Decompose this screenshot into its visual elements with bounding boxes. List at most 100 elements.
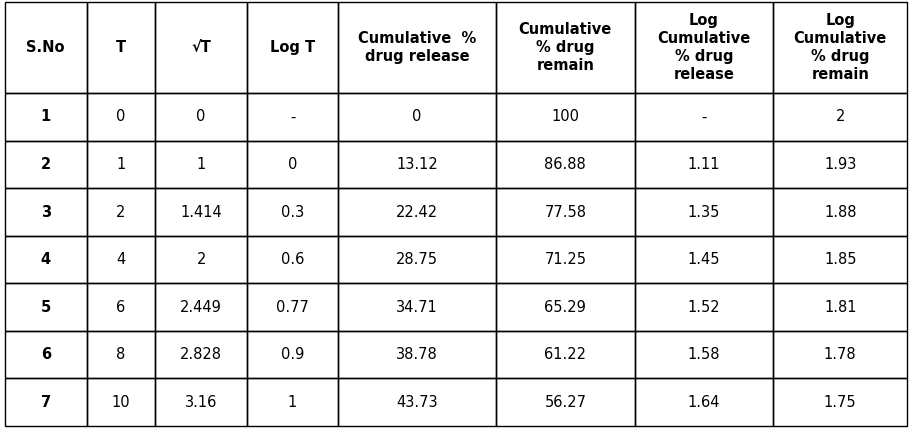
- Text: -: -: [701, 110, 706, 125]
- Text: 1: 1: [197, 157, 206, 172]
- Bar: [87, 2, 155, 93]
- Bar: [5, 2, 87, 93]
- Bar: [87, 93, 155, 141]
- Text: 2: 2: [116, 205, 126, 220]
- Bar: [5, 141, 87, 188]
- Text: 2.828: 2.828: [180, 347, 222, 362]
- Text: 13.12: 13.12: [395, 157, 437, 172]
- Bar: [155, 93, 247, 141]
- Bar: [496, 236, 634, 283]
- Bar: [634, 188, 773, 236]
- Bar: [5, 188, 87, 236]
- Bar: [5, 331, 87, 378]
- Text: 1.11: 1.11: [687, 157, 720, 172]
- Text: 6: 6: [41, 347, 51, 362]
- Text: 7: 7: [41, 395, 51, 410]
- Bar: [247, 2, 337, 93]
- Text: 0.9: 0.9: [281, 347, 304, 362]
- Text: 1: 1: [117, 157, 126, 172]
- Text: 56.27: 56.27: [544, 395, 586, 410]
- Text: 0: 0: [196, 110, 206, 125]
- Bar: [247, 331, 337, 378]
- Bar: [155, 188, 247, 236]
- Text: 1.45: 1.45: [687, 252, 720, 267]
- Text: 1.58: 1.58: [687, 347, 720, 362]
- Bar: [773, 2, 906, 93]
- Bar: [87, 236, 155, 283]
- Bar: [5, 93, 87, 141]
- Text: 1.75: 1.75: [823, 395, 855, 410]
- Bar: [634, 141, 773, 188]
- Text: 65.29: 65.29: [544, 300, 586, 315]
- Text: 71.25: 71.25: [544, 252, 586, 267]
- Bar: [5, 236, 87, 283]
- Bar: [496, 188, 634, 236]
- Text: 8: 8: [117, 347, 126, 362]
- Text: 0.3: 0.3: [281, 205, 303, 220]
- Text: T: T: [116, 40, 126, 55]
- Bar: [496, 2, 634, 93]
- Bar: [634, 236, 773, 283]
- Bar: [496, 141, 634, 188]
- Text: 0: 0: [288, 157, 297, 172]
- Text: 0: 0: [412, 110, 421, 125]
- Text: 86.88: 86.88: [544, 157, 586, 172]
- Bar: [337, 141, 496, 188]
- Text: 1.52: 1.52: [687, 300, 720, 315]
- Bar: [337, 236, 496, 283]
- Text: 2.449: 2.449: [180, 300, 222, 315]
- Bar: [337, 188, 496, 236]
- Bar: [496, 331, 634, 378]
- Text: √T: √T: [191, 40, 210, 55]
- Text: 3: 3: [41, 205, 51, 220]
- Bar: [773, 188, 906, 236]
- Text: 6: 6: [117, 300, 126, 315]
- Bar: [337, 93, 496, 141]
- Text: 5: 5: [40, 300, 51, 315]
- Bar: [337, 331, 496, 378]
- Bar: [247, 141, 337, 188]
- Text: 0.6: 0.6: [281, 252, 304, 267]
- Text: 1.85: 1.85: [823, 252, 855, 267]
- Text: 1.414: 1.414: [180, 205, 221, 220]
- Text: Log
Cumulative
% drug
remain: Log Cumulative % drug remain: [793, 13, 885, 82]
- Text: 22.42: 22.42: [395, 205, 437, 220]
- Text: -: -: [290, 110, 295, 125]
- Bar: [247, 378, 337, 426]
- Text: 100: 100: [551, 110, 578, 125]
- Text: 2: 2: [41, 157, 51, 172]
- Bar: [247, 283, 337, 331]
- Bar: [87, 283, 155, 331]
- Bar: [5, 378, 87, 426]
- Text: 1.64: 1.64: [687, 395, 720, 410]
- Bar: [5, 283, 87, 331]
- Text: 2: 2: [196, 252, 206, 267]
- Text: 38.78: 38.78: [395, 347, 437, 362]
- Text: 61.22: 61.22: [544, 347, 586, 362]
- Bar: [773, 283, 906, 331]
- Bar: [634, 331, 773, 378]
- Bar: [634, 283, 773, 331]
- Bar: [773, 141, 906, 188]
- Bar: [155, 236, 247, 283]
- Text: 43.73: 43.73: [395, 395, 437, 410]
- Bar: [337, 378, 496, 426]
- Bar: [337, 2, 496, 93]
- Bar: [87, 378, 155, 426]
- Bar: [87, 188, 155, 236]
- Bar: [155, 331, 247, 378]
- Bar: [773, 378, 906, 426]
- Bar: [634, 378, 773, 426]
- Text: Cumulative  %
drug release: Cumulative % drug release: [357, 31, 476, 64]
- Bar: [155, 283, 247, 331]
- Bar: [155, 141, 247, 188]
- Bar: [773, 93, 906, 141]
- Text: 1: 1: [40, 110, 51, 125]
- Bar: [247, 93, 337, 141]
- Bar: [247, 236, 337, 283]
- Bar: [773, 236, 906, 283]
- Bar: [87, 331, 155, 378]
- Text: 2: 2: [834, 110, 844, 125]
- Bar: [247, 188, 337, 236]
- Text: 0.77: 0.77: [276, 300, 309, 315]
